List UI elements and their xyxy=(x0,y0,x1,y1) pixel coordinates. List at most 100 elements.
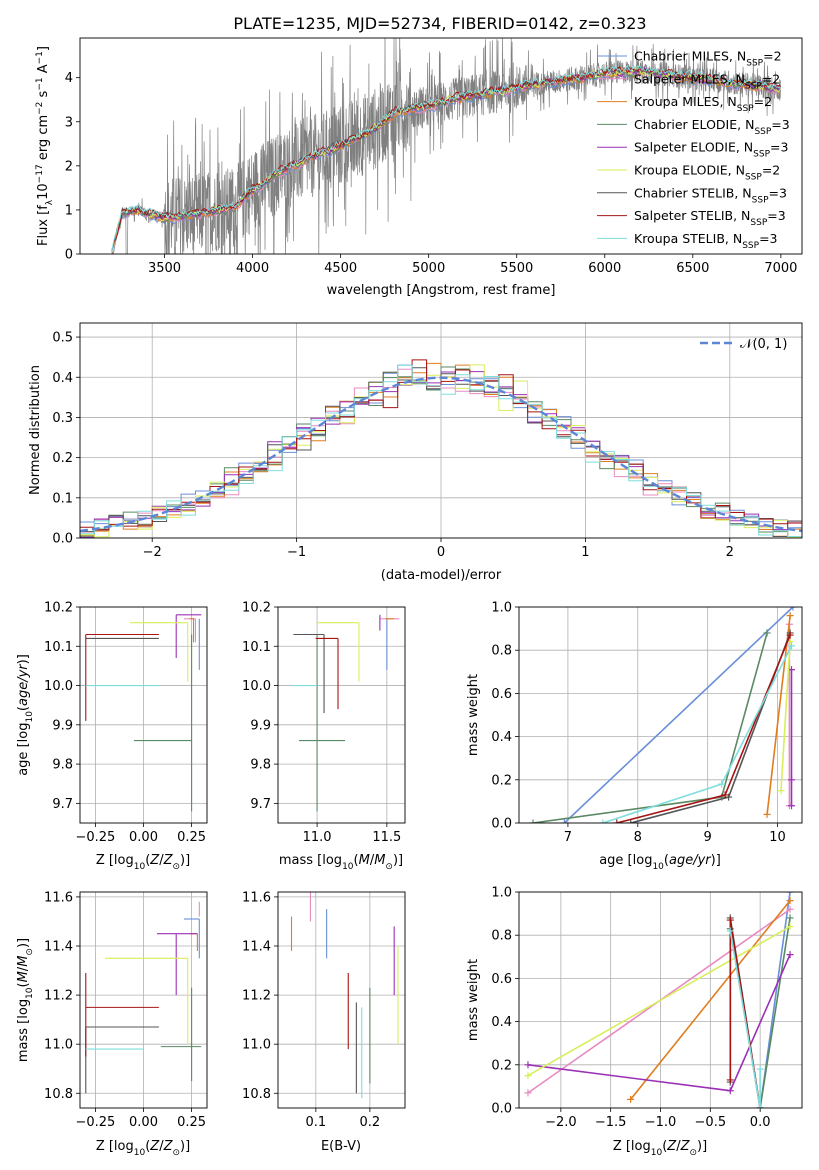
x-tick-label: −0.5 xyxy=(695,1115,727,1130)
y-tick-label: 0.4 xyxy=(491,1015,512,1030)
chart-residuals: −2 −1 0 1 2 0.0 0.1 0.2 0.3 0.4 0.5 𝒩(0, 1) (data-mo… xyxy=(28,322,803,583)
y-tick-label: 0.0 xyxy=(491,1102,512,1117)
legend-label: Chabrier STELIB, NSSP=3 xyxy=(634,185,787,205)
weight-line xyxy=(527,925,791,1077)
x-tick-label: 8 xyxy=(634,830,642,845)
weight-marker xyxy=(718,780,726,788)
y-axis-label: mass [log10(M/M⊙)] xyxy=(16,938,35,1062)
weight-marker xyxy=(763,629,771,637)
x-axis-label: Z [log10(Z/Z⊙)] xyxy=(96,853,190,872)
x-tick-label: 2 xyxy=(726,545,734,560)
weight-marker xyxy=(786,951,794,959)
chart-mass_vs_ebv: 0.1 0.2 10.8 11.0 11.2 11.4 11.6 E(B-V) xyxy=(242,890,406,1154)
axes-frame xyxy=(79,606,208,824)
weight-marker xyxy=(524,1089,532,1097)
weight-marker xyxy=(763,810,771,818)
weight-series-4 xyxy=(524,951,794,1095)
y-tick-label: 0.2 xyxy=(491,1058,512,1073)
x-axis-label: (data-model)/error xyxy=(381,568,502,583)
legend-label-gaussian: 𝒩(0, 1) xyxy=(740,337,787,352)
chart-age_vs_z: −0.25 0.00 0.25 9.7 9.8 9.9 10.0 10.1 10.2 Z [log… xyxy=(16,601,208,872)
plot-area xyxy=(80,607,207,823)
legend-label: Salpeter STELIB, NSSP=3 xyxy=(634,208,786,228)
plot-area xyxy=(519,607,802,823)
weight-marker xyxy=(524,1061,532,1069)
axes-frame xyxy=(277,606,406,824)
weight-marker xyxy=(726,916,734,924)
x-tick-label: 5000 xyxy=(412,261,445,276)
y-tick-label: 0.2 xyxy=(491,773,512,788)
weight-marker xyxy=(726,1087,734,1095)
x-tick-label: 7 xyxy=(564,830,572,845)
weight-marker xyxy=(529,819,537,823)
error-bar-2 xyxy=(189,933,198,951)
axes-frame xyxy=(79,37,803,255)
legend-label: Salpeter MILES, NSSP=2 xyxy=(634,71,780,91)
chart-mass_vs_z: −0.25 0.00 0.25 10.8 11.0 11.2 11.4 11.6 Z [log1… xyxy=(16,890,208,1158)
y-tick-label: 9.9 xyxy=(52,718,73,733)
weight-marker xyxy=(627,1095,635,1103)
y-tick-label: 11.0 xyxy=(242,1038,271,1053)
y-tick-label: 11.0 xyxy=(44,1038,73,1053)
y-tick-label: 0 xyxy=(65,248,73,263)
x-axis-label: mass [log10(M/M⊙)] xyxy=(279,853,403,872)
chart-weight_vs_age: 7 8 9 10 0.0 0.2 0.4 0.6 0.8 1.0 age [log10(age/yr… xyxy=(466,601,803,872)
y-tick-label: 1 xyxy=(65,203,73,218)
y-tick-label: 9.7 xyxy=(52,797,73,812)
x-tick-label: 11.0 xyxy=(303,830,332,845)
model-spectrum-5 xyxy=(111,65,781,253)
x-tick-label: −2.0 xyxy=(545,1115,577,1130)
weight-marker xyxy=(777,787,785,795)
weight-marker xyxy=(786,923,794,931)
legend-label: Kroupa ELODIE, NSSP=2 xyxy=(634,163,780,183)
y-axis-label: mass weight xyxy=(466,674,481,756)
y-tick-label: 0.4 xyxy=(52,371,73,386)
x-tick-label: −1 xyxy=(287,545,306,560)
y-tick-label: 10.8 xyxy=(44,1087,73,1102)
weight-series-7 xyxy=(613,631,794,823)
y-tick-label: 9.7 xyxy=(250,797,271,812)
y-tick-label: 10.2 xyxy=(242,601,271,616)
y-tick-label: 11.4 xyxy=(242,940,271,955)
weight-marker xyxy=(786,897,794,905)
weight-series-0 xyxy=(756,892,794,1108)
plot-area xyxy=(80,323,802,538)
x-tick-label: 1 xyxy=(581,545,589,560)
error-bar-5 xyxy=(317,622,360,682)
y-tick-label: 0.6 xyxy=(491,687,512,702)
axes-frame xyxy=(518,606,803,824)
y-tick-label: 10.1 xyxy=(44,640,73,655)
y-tick-label: 10.2 xyxy=(44,601,73,616)
axes-frame xyxy=(277,891,406,1109)
y-tick-label: 11.6 xyxy=(44,890,73,905)
weight-series-3 xyxy=(529,629,771,823)
y-tick-label: 10.1 xyxy=(242,640,271,655)
weight-marker xyxy=(788,776,796,784)
legend-label: Kroupa STELIB, NSSP=3 xyxy=(634,231,778,251)
legend-label: Chabrier MILES, NSSP=2 xyxy=(634,49,782,69)
weight-series-4 xyxy=(788,666,796,810)
weight-series-0 xyxy=(560,607,797,823)
weight-marker xyxy=(786,612,794,620)
legend-label: Chabrier ELODIE, NSSP=3 xyxy=(634,117,790,137)
y-tick-label: 4 xyxy=(65,71,73,86)
y-tick-label: 11.6 xyxy=(242,890,271,905)
error-bar-7 xyxy=(85,973,159,1057)
weight-line xyxy=(766,615,791,815)
error-bar-3 xyxy=(133,634,193,812)
y-tick-label: 0.1 xyxy=(52,491,73,506)
plot-area xyxy=(278,892,405,1108)
y-tick-label: 9.8 xyxy=(250,758,271,773)
x-tick-label: 0.00 xyxy=(129,830,158,845)
error-bar-7 xyxy=(85,633,159,721)
chart-spectrum: 3500 4000 4500 5000 5500 6000 6500 7000 0 1 2 3 4 wav… xyxy=(35,37,803,298)
y-tick-label: 10.0 xyxy=(242,679,271,694)
weight-marker xyxy=(613,819,621,823)
x-tick-label: 9 xyxy=(704,830,712,845)
y-tick-label: 3 xyxy=(65,115,73,130)
weight-marker xyxy=(786,905,794,913)
y-tick-label: 1.0 xyxy=(491,601,512,616)
x-axis-label: age [log10(age/yr)] xyxy=(599,853,721,872)
weight-series-8 xyxy=(599,642,796,823)
